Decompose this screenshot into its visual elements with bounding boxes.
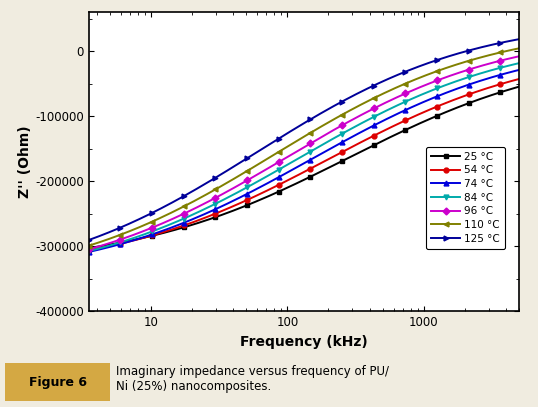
Y-axis label: Z'' (Ohm): Z'' (Ohm) <box>18 125 32 198</box>
Line: 110 °C: 110 °C <box>86 46 522 248</box>
110 °C <box>516 46 522 51</box>
96 °C <box>342 121 348 126</box>
25 °C <box>87 245 94 250</box>
110 °C <box>448 64 455 69</box>
54 °C <box>349 144 356 149</box>
110 °C <box>476 55 482 60</box>
96 °C <box>476 64 482 69</box>
84 °C <box>86 249 92 254</box>
74 °C <box>86 249 92 254</box>
110 °C <box>349 107 356 112</box>
110 °C <box>87 243 94 248</box>
125 °C <box>349 94 356 98</box>
110 °C <box>86 243 92 248</box>
Line: 125 °C: 125 °C <box>86 37 522 243</box>
74 °C <box>342 138 348 143</box>
74 °C <box>349 134 356 139</box>
Line: 84 °C: 84 °C <box>86 61 522 254</box>
25 °C <box>516 84 522 89</box>
125 °C <box>476 46 482 50</box>
84 °C <box>349 126 356 131</box>
74 °C <box>476 79 482 84</box>
Line: 74 °C: 74 °C <box>86 68 522 254</box>
125 °C <box>516 37 522 42</box>
25 °C <box>341 158 347 163</box>
54 °C <box>448 98 455 103</box>
Legend: 25 °C, 54 °C, 74 °C, 84 °C, 96 °C, 110 °C, 125 °C: 25 °C, 54 °C, 74 °C, 84 °C, 96 °C, 110 °… <box>426 147 505 249</box>
96 °C <box>448 73 455 78</box>
84 °C <box>448 81 455 85</box>
54 °C <box>87 247 94 252</box>
84 °C <box>87 248 94 253</box>
96 °C <box>341 122 347 127</box>
25 °C <box>448 107 455 112</box>
25 °C <box>86 245 92 250</box>
125 °C <box>87 237 94 242</box>
54 °C <box>342 148 348 153</box>
25 °C <box>342 157 348 162</box>
FancyBboxPatch shape <box>5 363 110 401</box>
25 °C <box>349 153 356 158</box>
74 °C <box>448 88 455 93</box>
84 °C <box>342 130 348 135</box>
25 °C <box>476 97 482 102</box>
Line: 25 °C: 25 °C <box>86 84 522 250</box>
96 °C <box>86 247 92 252</box>
74 °C <box>341 139 347 144</box>
Line: 54 °C: 54 °C <box>86 77 522 253</box>
Text: Imaginary impedance versus frequency of PU/
Ni (25%) nanocomposites.: Imaginary impedance versus frequency of … <box>116 365 388 394</box>
54 °C <box>516 77 522 81</box>
54 °C <box>341 149 347 154</box>
54 °C <box>86 248 92 253</box>
84 °C <box>341 131 347 136</box>
54 °C <box>476 88 482 93</box>
84 °C <box>476 72 482 77</box>
Line: 96 °C: 96 °C <box>86 54 522 252</box>
X-axis label: Frequency (kHz): Frequency (kHz) <box>240 335 368 349</box>
74 °C <box>516 68 522 72</box>
96 °C <box>87 247 94 252</box>
96 °C <box>516 54 522 59</box>
110 °C <box>342 111 348 116</box>
74 °C <box>87 249 94 254</box>
Text: Figure 6: Figure 6 <box>29 376 87 389</box>
125 °C <box>448 53 455 58</box>
125 °C <box>341 98 347 103</box>
84 °C <box>516 61 522 66</box>
110 °C <box>341 112 347 116</box>
125 °C <box>342 98 348 103</box>
96 °C <box>349 117 356 122</box>
125 °C <box>86 238 92 243</box>
